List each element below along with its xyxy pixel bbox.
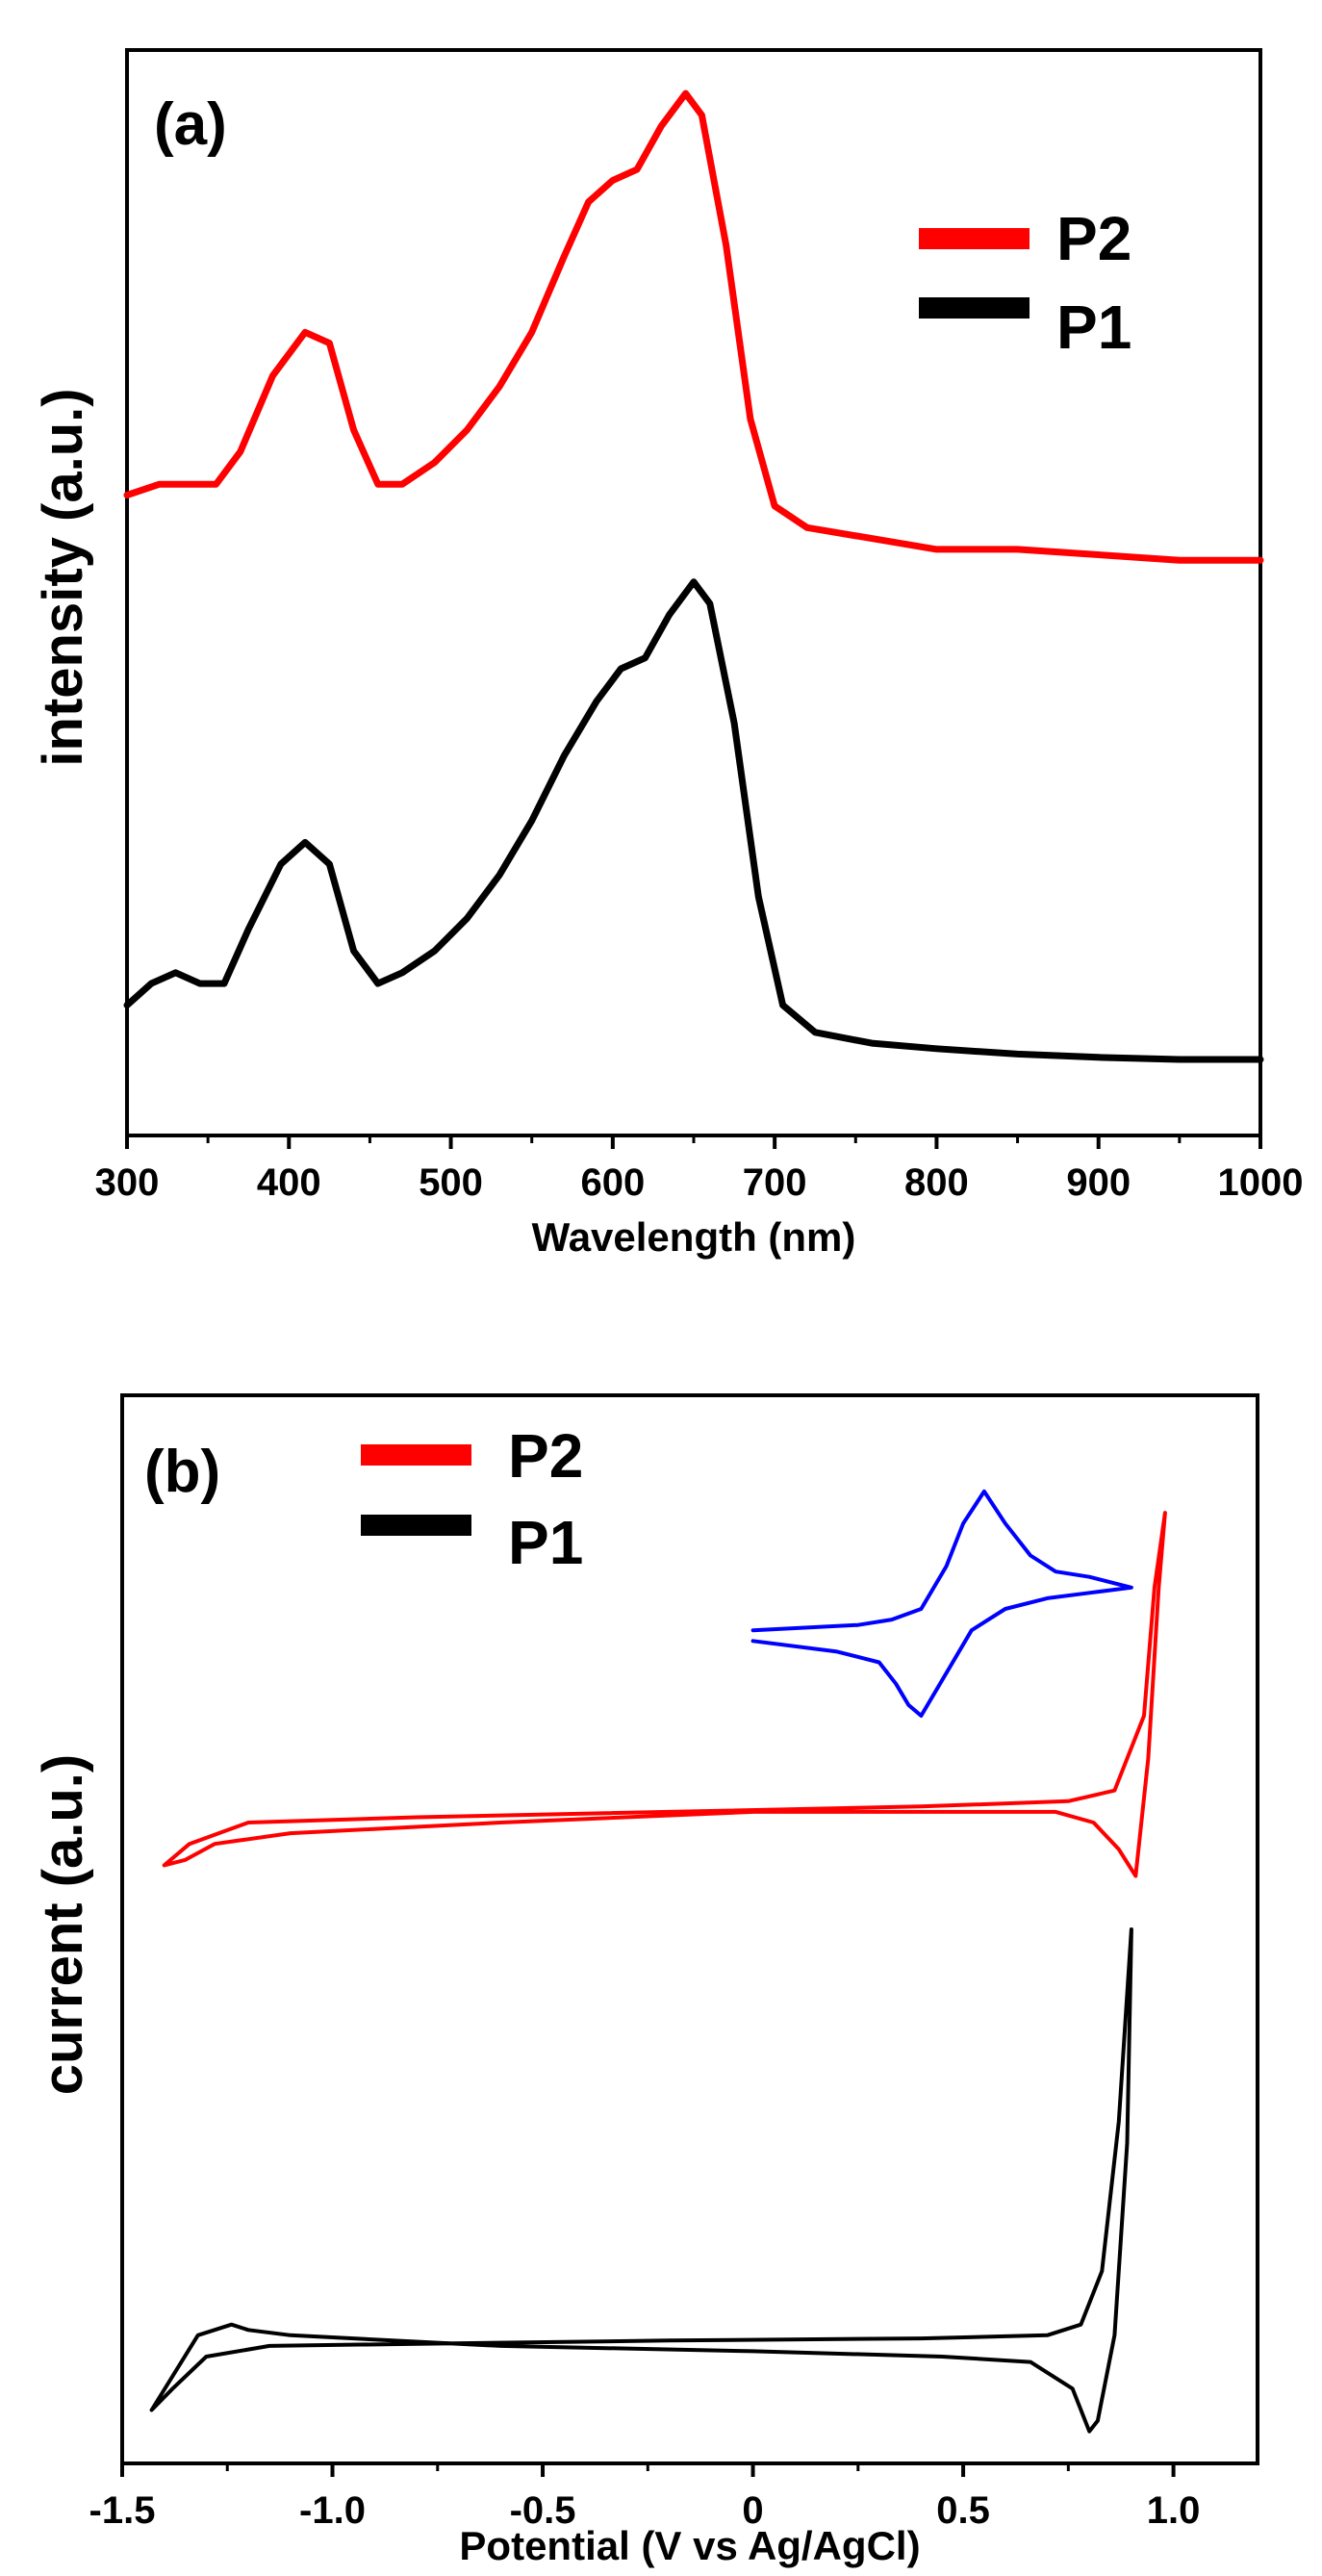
y-axis-title-a: intensity (a.u.) [32, 388, 94, 766]
x-tick-label-a-6: 900 [1066, 1161, 1131, 1204]
x-tick-label-b-0: -1.5 [89, 2489, 156, 2532]
x-ticks-a: 300 400 500 600 700 800 900 1000 [95, 1135, 1304, 1204]
x-tick-label-b-3: 0 [742, 2489, 763, 2532]
x-tick-label-a-4: 700 [743, 1161, 807, 1204]
panel-a: 300 400 500 600 700 800 900 1000 (a) Wavelength… [32, 48, 1304, 1260]
series-p1-line-b [149, 1927, 1133, 2434]
x-tick-label-a-2: 500 [419, 1161, 483, 1204]
series-a [123, 89, 1264, 1063]
series-p2-line-a [123, 89, 1264, 564]
x-tick-label-a-5: 800 [904, 1161, 969, 1204]
y-axis-title-b: current (a.u.) [32, 1754, 94, 2096]
series-p2-line-b [162, 1511, 1167, 1878]
plot-frame-b [120, 1393, 1259, 2465]
x-axis-title-a: Wavelength (nm) [532, 1214, 856, 1260]
panel-label-b: (b) [144, 1439, 220, 1505]
x-tick-label-b-5: 1.0 [1147, 2489, 1201, 2532]
x-ticks-b: -1.5 -1.0 -0.5 0 0.5 1.0 [89, 2463, 1201, 2532]
legend-label-p2-b: P2 [508, 1421, 583, 1491]
legend-label-p1-a: P1 [1056, 293, 1131, 362]
x-tick-label-b-4: 0.5 [936, 2489, 990, 2532]
x-tick-label-a-3: 600 [580, 1161, 645, 1204]
legend-a: P2 P1 [919, 204, 1131, 362]
legend-label-p2-a: P2 [1056, 204, 1131, 273]
x-axis-title-b: Potential (V vs Ag/AgCl) [459, 2523, 920, 2568]
x-tick-label-a-0: 300 [95, 1161, 160, 1204]
panel-b: -1.5 -1.0 -0.5 0 0.5 1.0 (b) Potential (V vs … [32, 1393, 1259, 2568]
series-p1-line-a [123, 578, 1264, 1063]
x-tick-label-b-1: -1.0 [299, 2489, 366, 2532]
x-tick-label-a-7: 1000 [1218, 1161, 1304, 1204]
x-tick-label-a-1: 400 [257, 1161, 321, 1204]
x-tick-label-b-2: -0.5 [510, 2489, 576, 2532]
legend-b: P2 P1 [361, 1421, 583, 1577]
legend-label-p1-b: P1 [508, 1508, 583, 1577]
series-reference-line-b [750, 1489, 1133, 1718]
panel-label-a: (a) [154, 91, 227, 158]
series-b [149, 1489, 1167, 2434]
